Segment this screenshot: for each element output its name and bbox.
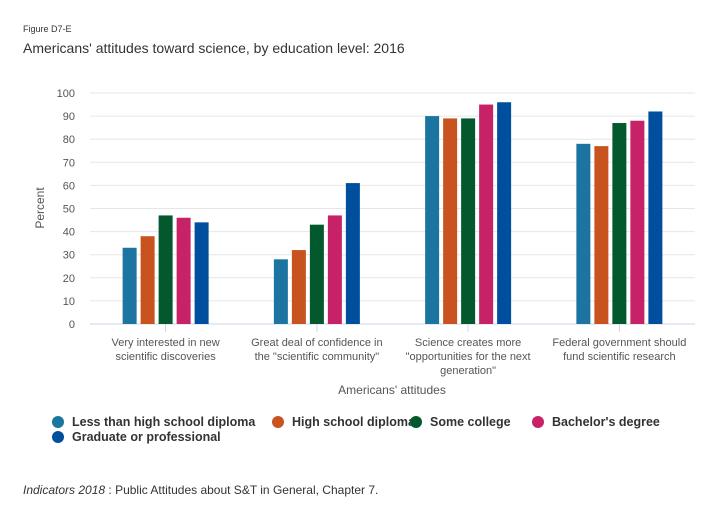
gridlines [90,92,695,332]
y-tick-label: 10 [63,296,75,308]
bar[interactable] [194,222,209,324]
bar[interactable] [461,118,476,324]
source-italic: Indicators 2018 [23,483,106,497]
bar[interactable] [273,259,288,324]
legend-marker-icon [410,416,422,428]
bar[interactable] [158,215,173,324]
bar[interactable] [345,183,360,324]
bar[interactable] [327,215,342,324]
x-tick-label: generation" [440,365,496,377]
bar[interactable] [594,146,609,324]
bar[interactable] [630,120,645,324]
bar[interactable] [309,224,324,324]
legend-item[interactable]: Graduate or professional [52,430,221,444]
bar[interactable] [140,236,155,324]
y-tick-label: 40 [63,227,75,239]
x-tick-label: "opportunities for the next [406,351,531,363]
bar[interactable] [497,102,512,325]
legend-marker-icon [52,416,64,428]
y-tick-label: 30 [63,250,75,262]
y-tick-label: 60 [63,180,75,192]
bar[interactable] [648,111,663,324]
legend-item[interactable]: Some college [410,415,511,429]
bar[interactable] [612,123,627,324]
y-tick-label: 0 [69,319,75,331]
x-tick-label: the "scientific community" [255,351,380,363]
legend-marker-icon [272,416,284,428]
y-tick-label: 70 [63,157,75,169]
legend-marker-icon [52,431,64,443]
bars [122,102,663,325]
figure-label: Figure D7-E [23,24,72,34]
legend-marker-icon [532,416,544,428]
bar[interactable] [443,118,458,324]
y-tick-labels: 0 10 20 30 40 50 60 70 80 90 100 [57,88,75,331]
x-tick-label: Very interested in new [112,337,220,349]
x-tick-label: scientific discoveries [115,351,216,363]
bar[interactable] [291,250,306,324]
legend-item[interactable]: Less than high school diploma [52,415,255,429]
legend-item[interactable]: Bachelor's degree [532,415,660,429]
x-tick-label: fund scientific research [563,351,676,363]
bar[interactable] [479,104,494,324]
y-tick-label: 20 [63,273,75,285]
legend-label: Some college [430,415,511,429]
y-tick-label: 80 [63,134,75,146]
x-tick-label: Great deal of confidence in [251,337,382,349]
bar[interactable] [122,247,137,324]
y-axis-label: Percent [33,187,47,229]
legend-label: High school diploma [292,415,415,429]
source-note: Indicators 2018 : Public Attitudes about… [23,483,378,497]
bar[interactable] [576,143,591,324]
bar[interactable] [176,217,191,324]
x-axis-label: Americans' attitudes [338,383,446,397]
source-text: : Public Attitudes about S&T in General,… [105,483,379,497]
bar[interactable] [425,116,440,324]
legend-label: Graduate or professional [72,430,221,444]
x-tick-label: Federal government should [552,337,686,349]
x-tick-label: Science creates more [415,337,521,349]
legend-label: Bachelor's degree [552,415,660,429]
chart-title: Americans' attitudes toward science, by … [23,40,405,56]
bar-chart: 0 10 20 30 40 50 60 70 80 90 100 Very interested i… [33,88,695,397]
y-tick-label: 100 [57,88,75,100]
y-tick-label: 50 [63,204,75,216]
y-tick-label: 90 [63,111,75,123]
legend-item[interactable]: High school diploma [272,415,415,429]
legend-label: Less than high school diploma [72,415,256,429]
x-tick-labels: Very interested in new scientific discove… [112,337,687,377]
